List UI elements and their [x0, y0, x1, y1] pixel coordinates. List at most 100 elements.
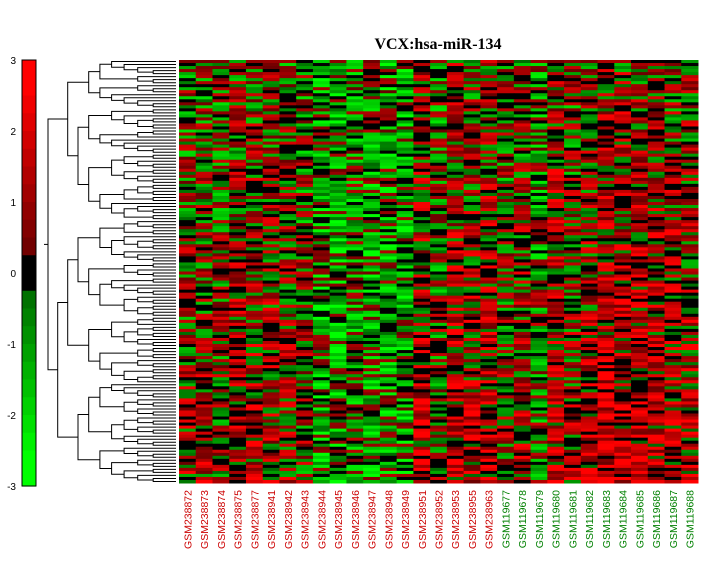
heatmap-cell	[430, 407, 448, 411]
heatmap-cell	[262, 232, 280, 236]
heatmap-cell	[614, 129, 632, 134]
heatmap-cell	[647, 365, 666, 369]
heatmap-cell	[681, 431, 699, 436]
heatmap-cell	[413, 362, 431, 366]
heatmap-cell	[179, 235, 197, 239]
heatmap-cell	[614, 96, 632, 100]
heatmap-cell	[179, 298, 197, 303]
heatmap-cell	[179, 114, 197, 118]
heatmap-cell	[363, 362, 381, 366]
heatmap-cell	[279, 223, 297, 227]
heatmap-cell	[363, 108, 381, 112]
heatmap-cell	[346, 437, 364, 442]
heatmap-cell	[346, 135, 364, 140]
heatmap-cell	[647, 419, 666, 424]
heatmap-cell	[329, 422, 347, 427]
heatmap-cell	[480, 470, 498, 475]
heatmap-cell	[463, 353, 481, 357]
heatmap-cell	[631, 205, 649, 209]
heatmap-cell	[312, 479, 331, 484]
heatmap-cell	[430, 150, 448, 155]
heatmap-cell	[547, 280, 565, 285]
heatmap-cell	[597, 395, 615, 399]
heatmap-cell	[245, 208, 264, 212]
heatmap-cell	[614, 292, 632, 297]
heatmap-cell	[647, 202, 666, 206]
heatmap-cell	[329, 208, 347, 212]
heatmap-cell	[631, 138, 649, 143]
heatmap-cell	[229, 180, 247, 185]
heatmap-cell	[513, 69, 532, 73]
heatmap-cell	[279, 147, 297, 152]
heatmap-cell	[580, 78, 599, 82]
heatmap-cell	[631, 235, 649, 239]
heatmap-cell	[413, 156, 431, 161]
heatmap-cell	[463, 283, 481, 288]
heatmap-cell	[229, 105, 247, 109]
heatmap-cell	[396, 60, 414, 64]
heatmap-cell	[614, 449, 632, 454]
heatmap-cell	[346, 262, 364, 266]
heatmap-cell	[681, 383, 699, 387]
heatmap-cell	[245, 150, 264, 155]
heatmap-cell	[580, 217, 599, 221]
heatmap-cell	[513, 331, 532, 336]
heatmap-cell	[480, 292, 498, 297]
heatmap-cell	[195, 334, 213, 339]
color-scale-step	[22, 77, 36, 97]
heatmap-cell	[513, 292, 532, 297]
heatmap-cell	[681, 211, 699, 215]
heatmap-cell	[463, 425, 481, 430]
heatmap-cell	[497, 350, 515, 354]
heatmap-cell	[530, 223, 548, 227]
heatmap-cell	[346, 446, 364, 451]
heatmap-cell	[664, 117, 682, 121]
heatmap-cell	[530, 356, 548, 360]
heatmap-cell	[564, 344, 582, 348]
heatmap-cell	[229, 63, 247, 67]
heatmap-cell	[179, 310, 197, 315]
heatmap-cell	[413, 458, 431, 463]
heatmap-cell	[547, 428, 565, 433]
heatmap-cell	[245, 229, 264, 233]
heatmap-cell	[379, 174, 398, 179]
heatmap-cell	[513, 422, 532, 427]
heatmap-cell	[296, 286, 314, 291]
heatmap-cell	[346, 90, 364, 94]
heatmap-cell	[597, 72, 615, 76]
heatmap-cell	[229, 362, 247, 366]
heatmap-cell	[513, 295, 532, 300]
heatmap-cell	[631, 217, 649, 221]
heatmap-cell	[564, 292, 582, 297]
heatmap-cell	[329, 371, 347, 375]
heatmap-cell	[480, 452, 498, 457]
heatmap-cell	[497, 177, 515, 182]
heatmap-cell	[296, 295, 314, 300]
heatmap-cell	[647, 69, 666, 73]
heatmap-cell	[681, 69, 699, 73]
heatmap-cell	[497, 452, 515, 457]
heatmap-cell	[463, 78, 481, 82]
heatmap-cell	[346, 377, 364, 381]
heatmap-cell	[647, 177, 666, 182]
heatmap-cell	[262, 117, 280, 121]
heatmap-cell	[530, 380, 548, 384]
heatmap-cell	[547, 434, 565, 439]
heatmap-cell	[480, 96, 498, 100]
heatmap-cell	[463, 331, 481, 336]
heatmap-cell	[212, 259, 230, 263]
heatmap-cell	[262, 168, 280, 173]
heatmap-cell	[179, 283, 197, 288]
heatmap-cell	[513, 437, 532, 442]
heatmap-cell	[530, 428, 548, 433]
heatmap-cell	[363, 229, 381, 233]
heatmap-cell	[480, 458, 498, 463]
heatmap-cell	[463, 259, 481, 263]
heatmap-cell	[262, 153, 280, 158]
dendrogram-branch	[152, 124, 176, 129]
heatmap-cell	[480, 479, 498, 484]
heatmap-cell	[497, 189, 515, 194]
heatmap-cell	[430, 344, 448, 348]
heatmap-cell	[681, 114, 699, 118]
heatmap-cell	[446, 229, 465, 233]
